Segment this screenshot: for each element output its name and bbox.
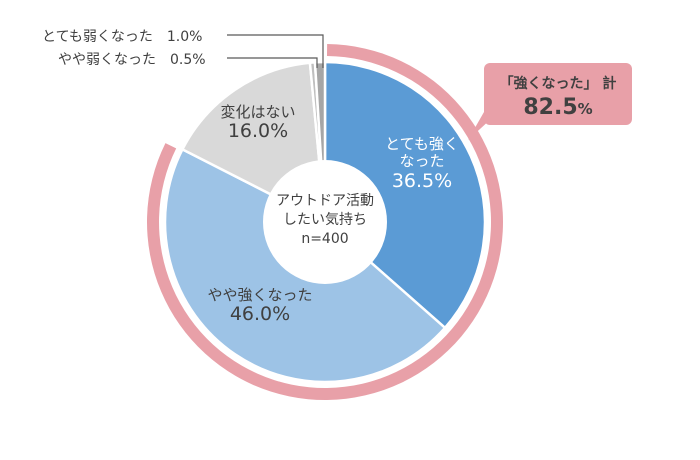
label-very-strong-cat1: とても強く	[385, 135, 459, 153]
callout-unit: %	[577, 100, 593, 118]
center-sample-size: n=400	[301, 230, 349, 247]
center-line-1: アウトドア活動	[276, 193, 374, 209]
label-some-weak-value: 0.5%	[170, 52, 206, 68]
center-line-2: したい気持ち	[283, 211, 367, 228]
leader-line-very-weak	[227, 34, 324, 68]
label-very-strong-value: 36.5%	[391, 169, 453, 192]
label-some-weak: やや弱くなった 0.5%	[58, 49, 206, 69]
strong-total-callout: 「強くなった」 計 82.5%	[484, 63, 632, 125]
label-some-weak-cat: やや弱くなった	[58, 52, 156, 68]
label-no-change: 変化はない 16.0%	[208, 103, 308, 143]
label-some-strong: やや強くなった 46.0%	[190, 286, 330, 326]
label-no-change-value: 16.0%	[227, 120, 289, 143]
label-no-change-cat: 変化はない	[220, 103, 296, 121]
label-very-weak-value: 1.0%	[166, 29, 203, 45]
callout-value: 82.5%	[484, 95, 632, 120]
callout-number: 82.5	[523, 95, 578, 120]
label-very-weak-cat: とても弱くなった	[42, 29, 153, 45]
label-very-strong-cat2: なった	[399, 152, 445, 171]
slice-very-strong	[323, 60, 487, 330]
label-some-strong-value: 46.0%	[229, 303, 291, 326]
donut-hole	[263, 160, 387, 284]
label-some-strong-cat: やや強くなった	[207, 286, 313, 304]
callout-title: 「強くなった」 計	[499, 76, 617, 92]
leader-line-some-weak	[227, 57, 318, 68]
label-very-strong: とても強く なった 36.5%	[372, 135, 472, 192]
center-label: アウトドア活動 したい気持ち n=400	[263, 192, 387, 249]
label-very-weak: とても弱くなった 1.0%	[42, 26, 202, 46]
